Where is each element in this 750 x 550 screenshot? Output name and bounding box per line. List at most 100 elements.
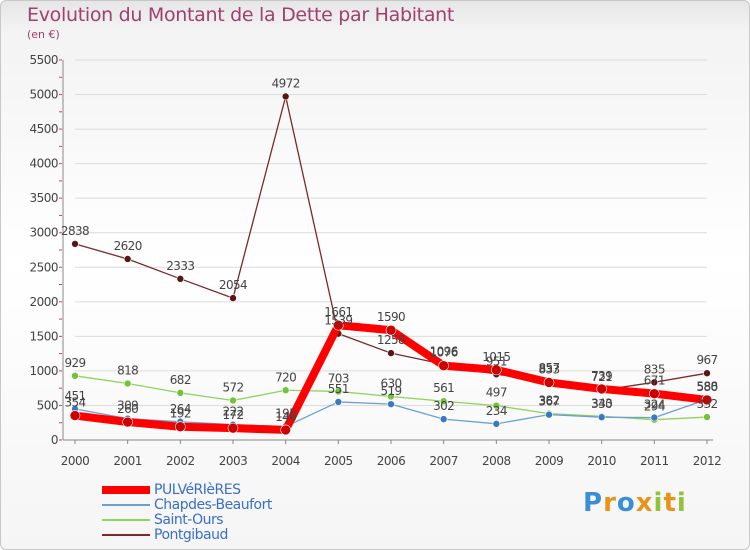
data-point <box>543 377 555 388</box>
data-label: 367 <box>538 395 559 409</box>
data-label: 1096 <box>430 344 458 358</box>
y-tick-label: 1500 <box>29 329 58 343</box>
x-tick-label: 2008 <box>482 454 511 468</box>
data-label: 1590 <box>377 310 405 324</box>
x-tick-label: 2011 <box>640 454 669 468</box>
data-label: 172 <box>222 408 243 422</box>
x-tick-label: 2009 <box>535 454 564 468</box>
x-tick-label: 2003 <box>219 454 248 468</box>
data-point <box>281 386 290 395</box>
legend-label: Saint-Ours <box>154 512 224 528</box>
data-point <box>333 319 344 331</box>
y-tick-label: 2000 <box>29 295 58 309</box>
x-tick-label: 2004 <box>271 454 300 468</box>
data-point <box>176 389 185 397</box>
y-tick-label: 3500 <box>29 191 58 205</box>
data-label: 302 <box>433 399 454 413</box>
data-point <box>387 400 395 408</box>
legend-swatch <box>102 519 150 521</box>
y-tick-label: 5000 <box>29 88 58 102</box>
data-label: 588 <box>696 379 717 393</box>
data-point <box>650 378 659 387</box>
data-point <box>597 413 606 422</box>
data-point <box>545 410 553 419</box>
data-point <box>649 388 660 399</box>
data-label: 324 <box>644 398 665 412</box>
data-label: 561 <box>433 381 454 395</box>
x-tick-label: 2002 <box>166 454 195 468</box>
data-point <box>122 416 133 428</box>
data-label: 967 <box>696 353 717 367</box>
data-point <box>492 420 501 428</box>
data-point <box>650 413 659 422</box>
data-label: 580 <box>696 380 717 394</box>
data-point <box>439 397 448 406</box>
y-tick-label: 3000 <box>29 226 58 240</box>
data-label: 234 <box>486 404 507 418</box>
data-label: 2054 <box>219 278 247 292</box>
data-label: 572 <box>222 380 243 394</box>
logo-letter: i <box>676 488 687 518</box>
data-label: 195 <box>275 407 296 421</box>
logo-letter: t <box>663 488 677 518</box>
logo-letter: o <box>616 488 636 518</box>
x-tick-label: 2007 <box>429 454 458 468</box>
y-tick-label: 2500 <box>29 260 58 274</box>
data-label: 682 <box>170 373 191 387</box>
data-point <box>227 422 239 434</box>
legend-label: Chapdes-Beaufort <box>154 497 272 513</box>
data-label: 1258 <box>377 333 405 347</box>
data-label: 720 <box>275 370 296 384</box>
data-label: 835 <box>644 362 665 376</box>
legend-item: Pontgibaud <box>102 527 402 543</box>
x-tick-label: 2001 <box>113 454 142 468</box>
data-label: 294 <box>644 400 665 414</box>
legend-swatch <box>102 504 150 506</box>
legend-item: Chapdes-Beaufort <box>102 497 402 513</box>
data-label: 818 <box>117 363 138 377</box>
data-point <box>703 369 711 377</box>
data-label: 330 <box>591 397 612 411</box>
logo-letter: r <box>603 488 617 518</box>
data-label: 2838 <box>61 224 89 238</box>
data-point <box>280 424 291 436</box>
data-point <box>439 415 448 423</box>
data-label: 382 <box>538 394 559 408</box>
data-label: 951 <box>486 354 507 368</box>
data-label: 222 <box>222 405 243 419</box>
data-point <box>703 413 711 421</box>
legend-item: PULVéRIèRES <box>102 482 402 498</box>
data-point <box>492 401 501 410</box>
x-tick-label: 2000 <box>61 454 90 468</box>
data-point <box>387 349 395 357</box>
logo-letter: P <box>583 488 604 518</box>
legend-swatch <box>102 534 150 536</box>
data-point <box>334 387 343 396</box>
logo-letter: x <box>635 488 654 518</box>
data-label: 551 <box>328 382 349 396</box>
data-label: 1661 <box>324 305 352 319</box>
data-label: 146 <box>275 410 296 424</box>
data-label: 4972 <box>272 76 300 90</box>
data-point <box>69 410 81 421</box>
data-point <box>334 398 343 406</box>
data-label: 354 <box>64 396 85 410</box>
data-label: 1076 <box>430 346 458 360</box>
data-label: 630 <box>380 376 401 390</box>
y-tick-label: 500 <box>37 398 58 412</box>
data-label: 1539 <box>324 314 352 328</box>
legend: PULVéRIèRES Chapdes-Beaufort Saint-Ours … <box>102 482 402 543</box>
data-label: 451 <box>64 389 85 403</box>
data-label: 2620 <box>114 239 142 253</box>
data-label: 2333 <box>166 259 194 273</box>
data-point <box>438 360 449 371</box>
data-point <box>229 294 237 302</box>
data-label: 332 <box>696 397 717 411</box>
x-tick-label: 2005 <box>324 454 353 468</box>
data-label: 857 <box>538 361 559 375</box>
legend-item: Saint-Ours <box>102 512 402 528</box>
data-point <box>229 396 237 405</box>
data-point <box>71 240 79 248</box>
